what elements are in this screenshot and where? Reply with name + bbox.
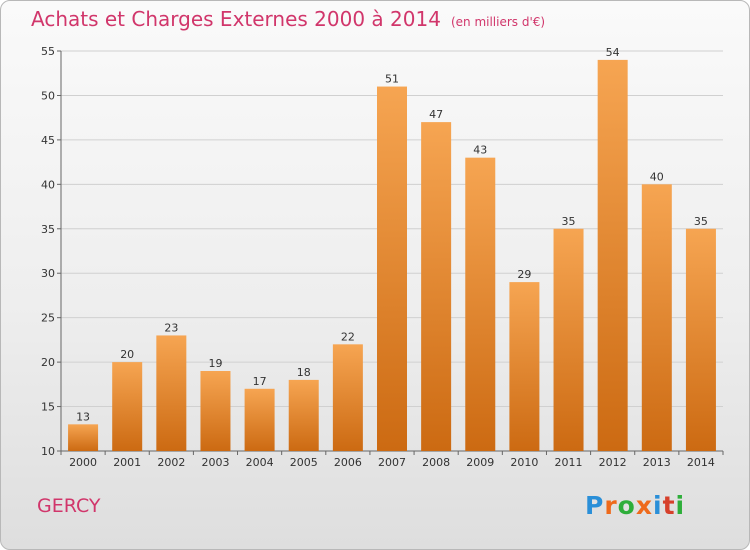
bar [509, 282, 540, 451]
logo-letter: r [604, 491, 618, 520]
x-tick-label: 2001 [113, 456, 141, 469]
logo-letter: i [653, 491, 663, 520]
bar-value-label: 17 [253, 375, 267, 388]
bar-value-label: 13 [76, 410, 90, 423]
x-axis-ticks: 2000 2001 2002 2003 2004 2005 2006 2007 2008 2009… [60, 451, 724, 469]
y-tick-label: 40 [41, 178, 55, 191]
chart-subtitle: (en milliers d'€) [450, 15, 546, 29]
bar-value-label: 51 [385, 73, 399, 86]
bar-value-label: 40 [650, 170, 664, 183]
y-tick-label: 50 [41, 89, 55, 102]
y-tick-label: 35 [41, 223, 55, 236]
bar-value-label: 22 [341, 330, 355, 343]
bars: 13 20 23 19 17 18 22 51 47 43 29 35 54 40 35 [68, 46, 716, 452]
x-tick-label: 2011 [555, 456, 583, 469]
bar-value-label: 43 [473, 144, 487, 157]
bar-value-label: 29 [517, 268, 531, 281]
bar [685, 228, 716, 451]
y-axis-ticks: 10 15 20 25 30 35 40 45 50 55 [41, 45, 61, 458]
logo-letter: t [662, 491, 676, 520]
bar-value-label: 35 [694, 215, 708, 228]
y-tick-label: 45 [41, 134, 55, 147]
bar [641, 184, 672, 452]
x-tick-label: 2000 [69, 456, 97, 469]
bar [553, 228, 584, 451]
x-tick-label: 2007 [378, 456, 406, 469]
bar [112, 362, 143, 451]
logo-letter: o [617, 491, 636, 520]
bar-value-label: 20 [120, 348, 134, 361]
y-tick-label: 20 [41, 356, 55, 369]
x-tick-label: 2012 [599, 456, 627, 469]
bar [421, 122, 452, 451]
bar [156, 335, 187, 451]
y-tick-label: 15 [41, 401, 55, 414]
bar-value-label: 35 [562, 215, 576, 228]
x-tick-label: 2008 [422, 456, 450, 469]
bar [288, 379, 319, 451]
logo-letter: P [585, 491, 605, 520]
x-tick-label: 2013 [643, 456, 671, 469]
location-name: GERCY [37, 495, 101, 517]
x-tick-label: 2010 [510, 456, 538, 469]
y-tick-label: 55 [41, 45, 55, 58]
x-tick-label: 2005 [290, 456, 318, 469]
chart-title: Achats et Charges Externes 2000 à 2014 (e… [31, 7, 545, 31]
x-tick-label: 2002 [157, 456, 185, 469]
bar-value-label: 23 [164, 321, 178, 334]
proxiti-logo: Proxiti [585, 491, 685, 520]
x-tick-label: 2003 [201, 456, 229, 469]
bar-value-label: 47 [429, 108, 443, 121]
bar-value-label: 19 [208, 357, 222, 370]
bar [332, 344, 363, 451]
x-tick-label: 2006 [334, 456, 362, 469]
x-tick-label: 2009 [466, 456, 494, 469]
bar-value-label: 18 [297, 366, 311, 379]
bar [597, 59, 628, 452]
bar-value-label: 54 [606, 46, 620, 59]
bar [200, 371, 231, 451]
y-tick-label: 10 [41, 445, 55, 458]
x-tick-label: 2014 [687, 456, 715, 469]
bar [68, 424, 99, 451]
y-tick-label: 25 [41, 312, 55, 325]
bar [465, 157, 496, 451]
x-tick-label: 2004 [246, 456, 274, 469]
y-tick-label: 30 [41, 267, 55, 280]
chart-title-text: Achats et Charges Externes 2000 à 2014 [31, 7, 441, 31]
bar [377, 86, 407, 452]
logo-letter: i [675, 491, 686, 520]
logo-letter: x [635, 491, 653, 520]
bar [244, 388, 275, 451]
